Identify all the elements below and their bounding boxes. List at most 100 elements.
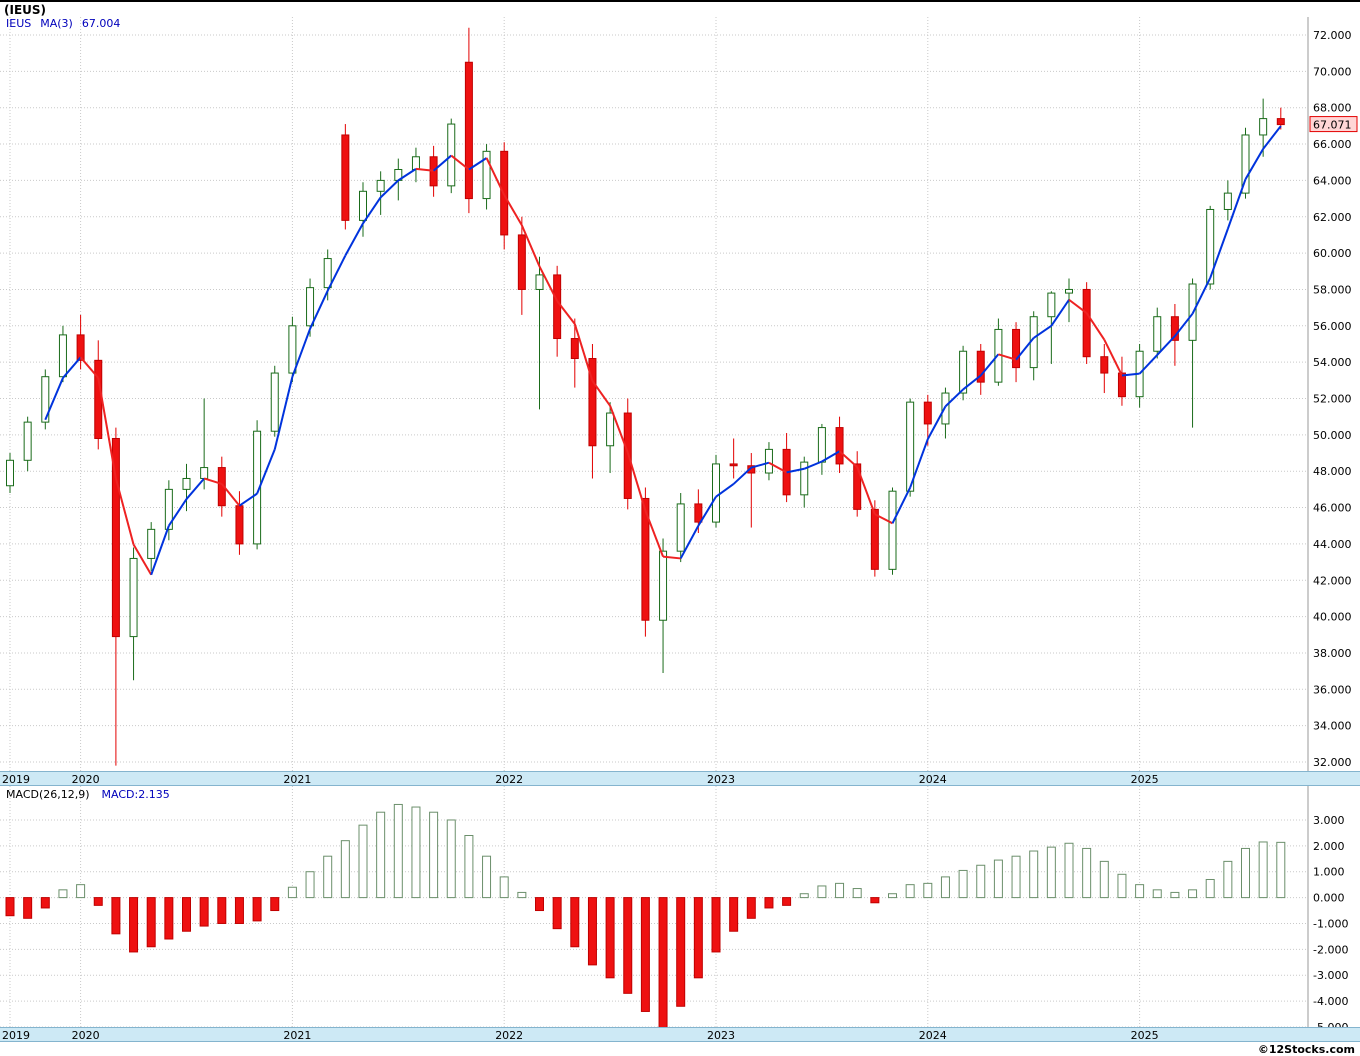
candle-body — [1241, 134, 1250, 194]
candle-body — [1206, 208, 1215, 285]
macd-bar — [482, 855, 492, 899]
ma-segment — [786, 467, 805, 474]
macd-bar — [799, 893, 809, 899]
price-tick-label: 46.000 — [1313, 502, 1352, 515]
macd-bar — [5, 897, 15, 917]
year-label: 2022 — [495, 1029, 524, 1042]
year-label: 2019 — [2, 1029, 30, 1042]
macd-bar — [1241, 847, 1250, 899]
ma-segment — [503, 194, 523, 226]
year-label: 2023 — [707, 1029, 735, 1042]
ma-segment — [591, 380, 611, 407]
macd-bar — [1046, 846, 1056, 899]
ma-segment — [132, 544, 153, 576]
ma-segment — [362, 196, 382, 224]
macd-bar — [499, 876, 509, 899]
ma-segment — [1174, 313, 1194, 337]
candle-body — [641, 497, 650, 621]
macd-chart: 3.000 2.000 1.000 0.000 -1.000 -2.000 -3.000 -4… — [0, 786, 1348, 1027]
ma-segment — [1209, 228, 1229, 279]
ma-segment — [962, 374, 982, 391]
year-label: 2021 — [283, 1029, 312, 1042]
macd-bar — [182, 897, 191, 932]
year-label: 2025 — [1130, 1029, 1159, 1042]
macd-bar — [623, 897, 633, 994]
price-tick-label: 32.000 — [1313, 756, 1352, 769]
price-tick-label: 62.000 — [1313, 211, 1352, 224]
ma-segment — [715, 483, 735, 498]
candle-body — [1082, 288, 1091, 358]
candle-body — [906, 401, 915, 492]
candle-body — [941, 392, 950, 425]
macd-bar — [517, 891, 527, 899]
ma-segment — [397, 168, 417, 182]
macd-bar — [393, 803, 403, 899]
ma-segment — [1033, 324, 1052, 339]
ma-segment — [309, 290, 329, 330]
candle-body — [588, 358, 597, 447]
candle-body — [306, 287, 315, 327]
ma-segment — [1050, 299, 1070, 327]
macd-legend: MACD(26,12,9) MACD:2.135 — [6, 788, 170, 801]
ma-segment — [1191, 277, 1212, 315]
price-tick-label: 34.000 — [1313, 720, 1352, 733]
candle-body — [41, 376, 50, 423]
price-tick-label: 66.000 — [1313, 138, 1352, 151]
macd-bar — [746, 897, 756, 919]
ma-segment — [609, 405, 629, 453]
legend-symbol: IEUS — [6, 17, 32, 30]
ma-segment — [114, 478, 135, 545]
ma-segment — [821, 450, 841, 463]
ma-segment — [1156, 335, 1176, 356]
footer: ©12Stocks.com — [0, 1042, 1360, 1056]
year-label: 2021 — [283, 773, 312, 786]
candle-body — [553, 274, 562, 340]
candle-body — [870, 508, 879, 570]
candle-body — [659, 550, 668, 621]
macd-bar — [111, 897, 121, 935]
macd-tick-label: -4.000 — [1313, 995, 1348, 1008]
candle-body — [323, 258, 332, 289]
ma-segment — [79, 356, 100, 379]
candle-body — [288, 325, 297, 374]
macd-bar — [93, 897, 103, 906]
macd-bar — [552, 897, 562, 930]
macd-bars-layer — [5, 803, 1286, 1027]
price-tick-label: 52.000 — [1313, 393, 1352, 406]
candle-body — [888, 490, 897, 570]
ma-segment — [1244, 148, 1265, 180]
ma-segment — [626, 452, 647, 511]
candle-body — [1259, 118, 1268, 136]
ma-segment — [273, 376, 294, 450]
ma-segment — [379, 179, 399, 199]
last-price-badge: 67.071 — [1309, 116, 1358, 133]
candle-body — [111, 437, 120, 638]
macd-bar — [23, 897, 33, 919]
macd-bar — [1082, 847, 1092, 899]
price-tick-label: 64.000 — [1313, 174, 1352, 187]
candle-body — [817, 427, 826, 463]
candle-body — [182, 477, 191, 490]
grid-layer — [0, 17, 1308, 771]
macd-bar — [817, 885, 827, 899]
ma-segment — [944, 388, 964, 408]
macd-bar — [76, 884, 86, 899]
main-chart-legend: IEUS MA(3) 67.004 — [6, 17, 129, 30]
year-label: 2024 — [918, 1029, 947, 1042]
price-tick-label: 72.000 — [1313, 29, 1352, 42]
price-tick-label: 40.000 — [1313, 611, 1352, 624]
candle-body — [58, 334, 67, 378]
ma-segment — [62, 356, 82, 379]
ma-segment — [697, 496, 717, 527]
ma-segment — [1262, 125, 1282, 150]
macd-bar — [340, 840, 350, 899]
macd-bar — [146, 897, 156, 948]
ma-segment — [44, 377, 64, 421]
price-tick-label: 54.000 — [1313, 356, 1352, 369]
macd-bar — [587, 897, 597, 966]
macd-bar — [199, 897, 209, 927]
macd-bar — [129, 897, 139, 953]
ma-segment — [344, 222, 364, 257]
ma-segment — [168, 498, 188, 527]
